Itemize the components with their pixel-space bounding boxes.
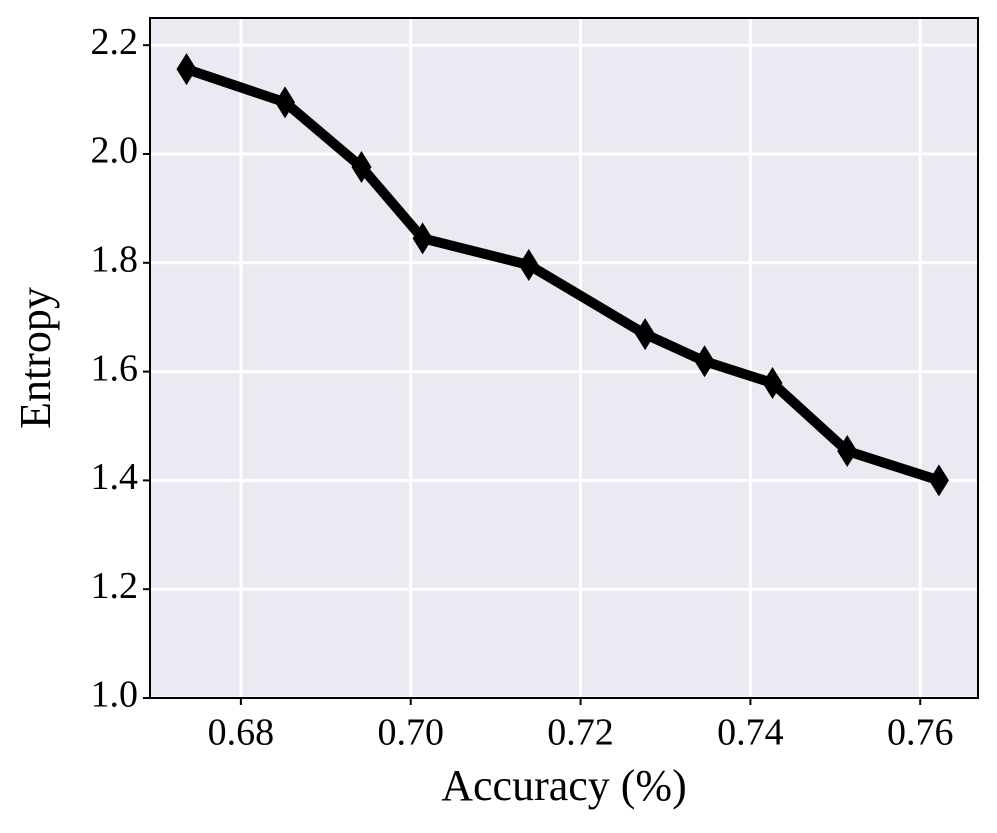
marker xyxy=(837,435,858,468)
marker xyxy=(351,151,372,184)
marker xyxy=(762,367,783,400)
plot-area xyxy=(150,18,978,698)
y-tick-label: 1.0 xyxy=(91,674,139,716)
marker xyxy=(176,53,197,86)
y-tick-label: 1.4 xyxy=(91,456,139,498)
marker xyxy=(518,248,539,281)
y-tick-label: 2.0 xyxy=(91,130,139,172)
x-tick-label: 0.68 xyxy=(208,712,275,754)
marker xyxy=(412,222,433,255)
y-tick-label: 2.2 xyxy=(91,21,139,63)
y-axis-label: Entropy xyxy=(11,287,60,429)
y-tick-label: 1.8 xyxy=(91,239,139,281)
x-tick-label: 0.70 xyxy=(377,712,444,754)
y-tick-label: 1.2 xyxy=(91,565,139,607)
y-tick-label: 1.6 xyxy=(91,347,139,389)
x-tick-label: 0.74 xyxy=(717,712,784,754)
line xyxy=(184,64,941,486)
marker xyxy=(694,345,715,378)
x-tick-label: 0.72 xyxy=(547,712,614,754)
x-axis-label: Accuracy (%) xyxy=(441,761,687,810)
marker xyxy=(928,464,949,497)
x-tick-label: 0.76 xyxy=(887,712,954,754)
plot-frame xyxy=(149,17,979,699)
marker xyxy=(275,86,296,119)
marker xyxy=(635,318,656,351)
